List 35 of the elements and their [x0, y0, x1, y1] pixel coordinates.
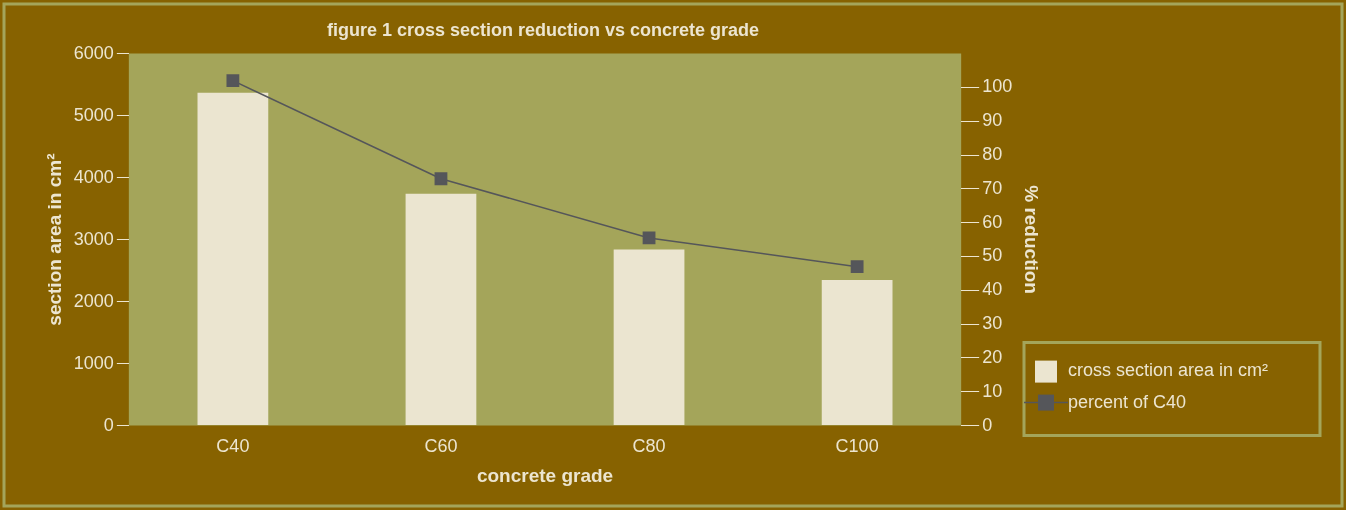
x-tick-label: C60 — [424, 436, 458, 457]
point — [850, 260, 864, 274]
bar — [197, 92, 269, 426]
y2-tick-label: 10 — [982, 380, 1003, 401]
chart-title: figure 1 cross section reduction vs concrete grade — [326, 19, 760, 40]
y-tick-label: 1000 — [73, 352, 114, 373]
bar — [821, 279, 893, 426]
point — [226, 74, 240, 88]
x-axis-title: concrete grade — [476, 464, 614, 486]
y-tick-label: 6000 — [73, 42, 114, 63]
y2-tick-label: 90 — [982, 110, 1003, 131]
legend-label: percent of C40 — [1068, 391, 1187, 412]
bar — [613, 249, 685, 426]
y2-tick-label: 60 — [982, 211, 1003, 232]
y2-tick-label: 20 — [982, 346, 1003, 367]
y2-tick-label: 70 — [982, 177, 1003, 198]
y-tick-label: 5000 — [73, 104, 114, 125]
y2-tick-label: 100 — [982, 76, 1013, 97]
legend-label: cross section area in cm² — [1068, 359, 1269, 380]
y-tick-label: 4000 — [73, 166, 114, 187]
y-tick-label: 2000 — [73, 290, 114, 311]
y-tick-label: 3000 — [73, 228, 114, 249]
bar — [405, 193, 477, 426]
y2-tick-label: 30 — [982, 313, 1003, 334]
x-tick-label: C40 — [216, 436, 250, 457]
y2-tick-label: 0 — [982, 414, 993, 435]
y2-tick-label: 40 — [982, 279, 1003, 300]
point — [434, 172, 448, 186]
y-tick-label: 0 — [103, 414, 114, 435]
y2-tick-label: 50 — [982, 245, 1003, 266]
y2-axis-title: % reduction — [1021, 185, 1043, 294]
x-tick-label: C100 — [835, 436, 879, 457]
x-tick-label: C80 — [632, 436, 666, 457]
y2-tick-label: 80 — [982, 144, 1003, 165]
y-axis-title: section area in cm² — [43, 153, 65, 326]
